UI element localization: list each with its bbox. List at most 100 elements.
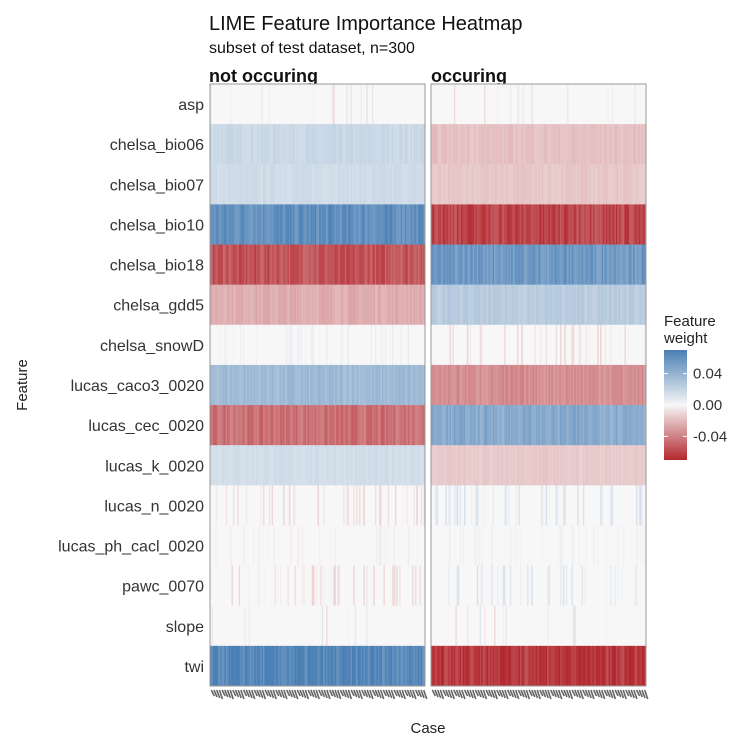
heatmap-tile [369, 244, 371, 285]
heatmap-tile [455, 324, 458, 366]
heatmap-tile [453, 124, 456, 165]
heatmap-tile [627, 565, 630, 607]
heatmap-tile [605, 164, 608, 205]
heatmap-tile [462, 485, 465, 526]
heatmap-tile [361, 565, 364, 607]
case-tick [371, 689, 377, 697]
case-tick [439, 689, 445, 700]
heatmap-tile [214, 565, 217, 607]
heatmap-tile [554, 124, 556, 165]
heatmap-tile [580, 445, 582, 486]
heatmap-tile [445, 204, 448, 245]
heatmap-tile [588, 485, 591, 526]
heatmap-tile [384, 405, 387, 446]
heatmap-tile [635, 485, 638, 526]
heatmap-tile [614, 164, 617, 205]
heatmap-tile [539, 324, 542, 366]
case-tick [412, 689, 417, 700]
heatmap-tile [371, 405, 374, 446]
heatmap-tile [360, 124, 363, 165]
heatmap-tile [494, 364, 496, 406]
heatmap-tile [600, 244, 602, 285]
heatmap-tile [557, 445, 559, 486]
heatmap-tile [337, 525, 340, 566]
heatmap-tile [484, 605, 486, 647]
heatmap-tile [263, 565, 265, 607]
heatmap-tile [535, 485, 538, 526]
heatmap-tile [585, 124, 588, 165]
heatmap-tile [255, 324, 258, 366]
heatmap-tile [313, 284, 315, 326]
heatmap-tile [459, 525, 462, 566]
heatmap-tile [492, 525, 495, 566]
heatmap-tile [623, 565, 625, 607]
heatmap-tile [491, 445, 493, 486]
heatmap-tile [638, 164, 641, 205]
heatmap-tile [361, 244, 364, 285]
heatmap-tile [248, 164, 251, 205]
heatmap-tile [584, 445, 587, 486]
heatmap-tile [527, 324, 529, 366]
heatmap-tile [344, 204, 347, 245]
heatmap-tile [433, 284, 436, 326]
heatmap-tile [442, 364, 445, 406]
heatmap-tile [254, 244, 257, 285]
heatmap-tile [580, 324, 582, 366]
heatmap-tile [371, 485, 374, 526]
heatmap-tile [588, 164, 591, 205]
heatmap-tile [297, 284, 300, 326]
heatmap-tile [215, 364, 218, 406]
heatmap-tile [241, 405, 244, 446]
heatmap-tile [539, 84, 542, 125]
heatmap-tile [211, 485, 214, 526]
heatmap-tile [492, 445, 495, 486]
heatmap-tile [371, 244, 374, 285]
heatmap-tile [555, 164, 558, 205]
heatmap-tile [346, 405, 348, 446]
heatmap-tile [625, 204, 628, 245]
heatmap-tile [220, 244, 222, 285]
heatmap-tile [635, 605, 638, 647]
heatmap-tile [455, 605, 458, 647]
heatmap-tile [534, 84, 536, 125]
heatmap-tile [300, 124, 303, 165]
heatmap-tile [230, 445, 232, 486]
heatmap-tile [587, 364, 589, 406]
heatmap-tile [242, 284, 245, 326]
heatmap-tile [268, 244, 271, 285]
heatmap-tile [241, 565, 244, 607]
heatmap-tile [518, 485, 521, 526]
heatmap-tile [627, 645, 630, 687]
heatmap-tile [581, 445, 584, 486]
heatmap-tile [304, 244, 307, 285]
heatmap-tile [336, 364, 338, 406]
heatmap-tile [397, 324, 400, 366]
heatmap-tile [633, 405, 635, 446]
heatmap-tile [598, 164, 601, 205]
heatmap-tile [392, 84, 394, 125]
heatmap-tile [212, 164, 215, 205]
heatmap-tile [393, 84, 396, 125]
heatmap-tile [353, 364, 356, 406]
heatmap-tile [590, 525, 592, 566]
heatmap-tile [238, 645, 241, 687]
heatmap-tile [274, 84, 277, 125]
heatmap-tile [217, 485, 219, 526]
heatmap-tile [275, 124, 278, 165]
heatmap-tile [235, 405, 238, 446]
heatmap-tile [495, 485, 498, 526]
heatmap-tile [254, 284, 257, 326]
heatmap-tile [481, 164, 483, 205]
case-tick [461, 689, 466, 700]
heatmap-tile [366, 284, 368, 326]
case-tick [584, 689, 590, 698]
heatmap-tile [214, 84, 217, 125]
heatmap-tile [465, 84, 468, 125]
heatmap-tile [227, 525, 229, 566]
heatmap-tile [555, 605, 558, 647]
heatmap-tile [446, 645, 449, 687]
heatmap-tile [284, 164, 287, 205]
heatmap-tile [631, 445, 634, 486]
heatmap-tile [318, 364, 321, 406]
heatmap-tile [435, 124, 438, 165]
